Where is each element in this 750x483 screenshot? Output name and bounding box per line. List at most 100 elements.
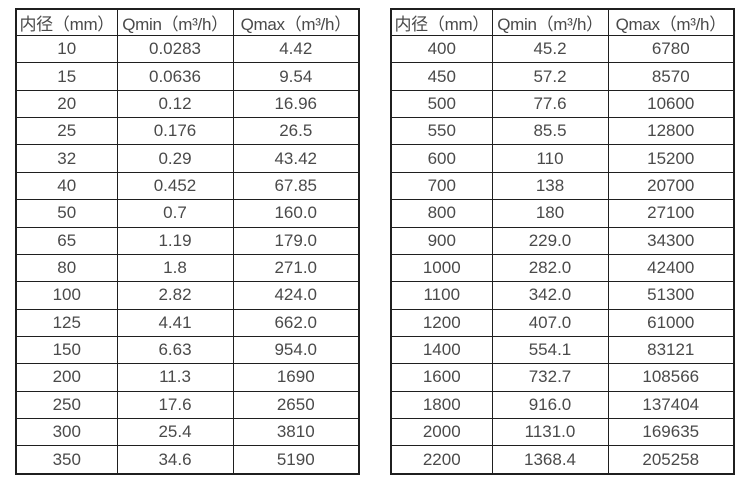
column-header-qmax: Qmax（m³/h） — [607, 8, 735, 36]
table-cell: 1600 — [390, 363, 493, 392]
table-row: 1200 407.0 61000 — [390, 308, 735, 337]
table-cell: 0.176 — [116, 117, 234, 146]
table-cell: 10 — [15, 34, 118, 64]
table-cell: 9.54 — [232, 62, 360, 91]
table-cell: 20 — [15, 89, 118, 119]
table-cell: 16.96 — [232, 89, 360, 119]
table-cell: 1690 — [232, 363, 360, 392]
table-cell: 1800 — [390, 390, 493, 420]
table-row: 15 0.0636 9.54 — [15, 62, 360, 91]
table-cell: 80 — [15, 253, 118, 283]
table-row: 300 25.4 3810 — [15, 418, 360, 447]
table-cell: 8570 — [607, 62, 735, 91]
table-row: 1100 342.0 51300 — [390, 281, 735, 310]
flow-range-table-large-diameters: 内径（mm） Qmin（m³/h） Qmax（m³/h） 400 45.2 6780… — [390, 8, 735, 475]
table-cell: 179.0 — [232, 226, 360, 255]
table-cell: 77.6 — [491, 89, 609, 119]
table-row: 900 229.0 34300 — [390, 226, 735, 255]
table-cell: 1200 — [390, 308, 493, 337]
table-row: 2200 1368.4 205258 — [390, 445, 735, 475]
table-row: 65 1.19 179.0 — [15, 226, 360, 255]
table-cell: 6.63 — [116, 335, 234, 365]
table-cell: 42400 — [607, 253, 735, 283]
table-row: 50 0.7 160.0 — [15, 199, 360, 228]
table-cell: 554.1 — [491, 335, 609, 365]
table-row: 1800 916.0 137404 — [390, 390, 735, 420]
table-row: 550 85.5 12800 — [390, 117, 735, 146]
table-cell: 0.7 — [116, 199, 234, 228]
table-cell: 350 — [15, 445, 118, 475]
column-header-qmin: Qmin（m³/h） — [491, 8, 609, 36]
table-cell: 169635 — [607, 418, 735, 447]
table-cell: 400 — [390, 34, 493, 64]
table-row: 1600 732.7 108566 — [390, 363, 735, 392]
flow-range-table-small-diameters: 内径（mm） Qmin（m³/h） Qmax（m³/h） 10 0.0283 4.4… — [15, 8, 360, 475]
table-cell: 229.0 — [491, 226, 609, 255]
table-cell: 15200 — [607, 144, 735, 173]
table-row: 600 110 15200 — [390, 144, 735, 173]
table-cell: 205258 — [607, 445, 735, 475]
table-cell: 32 — [15, 144, 118, 173]
table-row: 20 0.12 16.96 — [15, 89, 360, 119]
table-cell: 45.2 — [491, 34, 609, 64]
table-row: 125 4.41 662.0 — [15, 308, 360, 337]
table-cell: 2.82 — [116, 281, 234, 310]
table-cell: 61000 — [607, 308, 735, 337]
table-cell: 4.41 — [116, 308, 234, 337]
table-row: 2000 1131.0 169635 — [390, 418, 735, 447]
table-cell: 10600 — [607, 89, 735, 119]
table-cell: 100 — [15, 281, 118, 310]
table-row: 450 57.2 8570 — [390, 62, 735, 91]
table-row: 500 77.6 10600 — [390, 89, 735, 119]
table-row: 200 11.3 1690 — [15, 363, 360, 392]
table-cell: 732.7 — [491, 363, 609, 392]
table-cell: 40 — [15, 171, 118, 201]
table-row: 250 17.6 2650 — [15, 390, 360, 420]
table-cell: 0.12 — [116, 89, 234, 119]
table-body: 400 45.2 6780 450 57.2 8570 500 77.6 10600 550 85.… — [390, 34, 735, 475]
table-row: 80 1.8 271.0 — [15, 253, 360, 283]
table-cell: 25 — [15, 117, 118, 146]
table-cell: 407.0 — [491, 308, 609, 337]
table-cell: 1.19 — [116, 226, 234, 255]
table-cell: 2200 — [390, 445, 493, 475]
column-header-qmin: Qmin（m³/h） — [116, 8, 234, 36]
table-cell: 1100 — [390, 281, 493, 310]
table-cell: 1368.4 — [491, 445, 609, 475]
table-body: 10 0.0283 4.42 15 0.0636 9.54 20 0.12 16.96 25 0.1… — [15, 34, 360, 475]
table-cell: 67.85 — [232, 171, 360, 201]
table-cell: 43.42 — [232, 144, 360, 173]
table-cell: 900 — [390, 226, 493, 255]
table-cell: 12800 — [607, 117, 735, 146]
table-cell: 954.0 — [232, 335, 360, 365]
table-cell: 1400 — [390, 335, 493, 365]
table-cell: 6780 — [607, 34, 735, 64]
table-cell: 4.42 — [232, 34, 360, 64]
table-cell: 150 — [15, 335, 118, 365]
table-cell: 600 — [390, 144, 493, 173]
table-cell: 85.5 — [491, 117, 609, 146]
table-cell: 11.3 — [116, 363, 234, 392]
table-cell: 65 — [15, 226, 118, 255]
table-row: 150 6.63 954.0 — [15, 335, 360, 365]
table-row: 40 0.452 67.85 — [15, 171, 360, 201]
table-cell: 282.0 — [491, 253, 609, 283]
table-cell: 700 — [390, 171, 493, 201]
table-cell: 50 — [15, 199, 118, 228]
table-cell: 342.0 — [491, 281, 609, 310]
table-cell: 0.29 — [116, 144, 234, 173]
table-cell: 550 — [390, 117, 493, 146]
table-cell: 800 — [390, 199, 493, 228]
table-cell: 1.8 — [116, 253, 234, 283]
table-row: 25 0.176 26.5 — [15, 117, 360, 146]
table-cell: 34300 — [607, 226, 735, 255]
table-cell: 180 — [491, 199, 609, 228]
table-cell: 450 — [390, 62, 493, 91]
table-cell: 160.0 — [232, 199, 360, 228]
header-row: 内径（mm） Qmin（m³/h） Qmax（m³/h） — [390, 8, 735, 36]
column-header-inner-diameter: 内径（mm） — [15, 8, 118, 36]
table-cell: 137404 — [607, 390, 735, 420]
table-cell: 0.0283 — [116, 34, 234, 64]
table-cell: 138 — [491, 171, 609, 201]
